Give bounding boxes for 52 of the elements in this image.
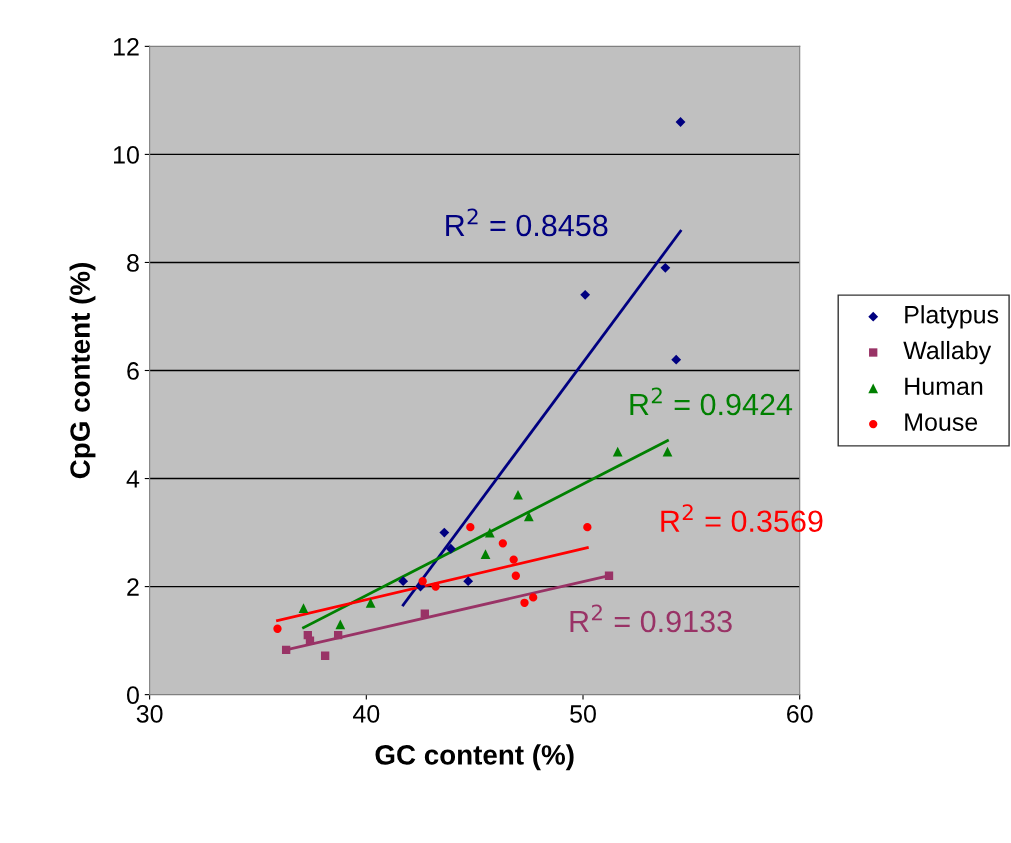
point [463,576,474,587]
point [484,527,495,538]
point [466,523,475,532]
y-tick-label: 10 [114,146,139,164]
annotation: R$^{2}$ = 0.3569 [661,504,823,533]
point [511,571,520,580]
point [509,555,518,564]
x-tick-label: 50 [570,705,596,723]
point [418,577,427,586]
annotation: R$^{2}$ = 0.9133 [570,604,732,633]
annotation: R$^{2}$ = 0.9424 [630,387,793,416]
y-tick-label: 8 [127,254,139,272]
point [513,489,523,500]
point [498,539,507,548]
point [273,624,282,633]
y-tick-label: 4 [126,470,140,488]
x-tick-label: 40 [352,705,380,723]
point [480,549,491,560]
point [660,262,671,273]
x-axis-title: GC content (%) [375,744,574,771]
point [365,597,376,608]
point [612,446,623,457]
point [675,117,686,127]
y-axis-title: CpG content (%) [69,263,96,479]
point [583,523,592,532]
x-tick-label: 30 [136,705,163,723]
legend-label: Wallaby [903,340,992,365]
point [320,651,330,660]
point [333,631,343,640]
point [298,603,309,614]
legend-label: Platypus [905,305,999,329]
point [529,593,538,602]
point [580,289,591,300]
annotation: R$^{2}$ = 0.8458 [446,208,608,237]
point [305,636,315,645]
legend-label: Mouse [905,413,978,431]
legend-label: Human [905,377,983,396]
point [445,543,456,554]
point [398,576,409,587]
y-tick-label: 12 [114,37,139,56]
y-tick-label: 0 [126,686,139,704]
point [335,619,346,630]
point [281,645,291,654]
point [431,582,440,591]
point [520,598,529,607]
point [420,609,429,618]
point [439,527,450,538]
y-tick-label: 6 [127,362,139,380]
point [671,354,682,365]
point [604,571,614,580]
y-tick-label: 2 [127,578,139,596]
x-tick-label: 60 [787,705,813,723]
